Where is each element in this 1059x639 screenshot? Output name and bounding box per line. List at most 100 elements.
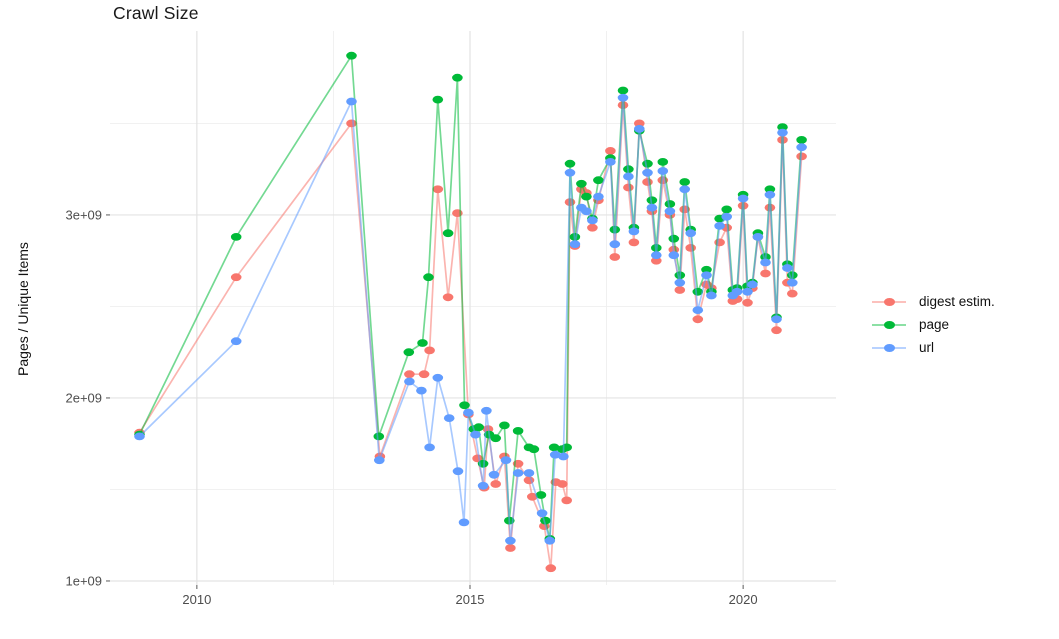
- data-point-url: [230, 337, 242, 346]
- data-point-page: [230, 233, 242, 241]
- data-point-url: [463, 408, 474, 417]
- data-point-url: [777, 128, 788, 137]
- data-point-url: [536, 509, 548, 518]
- data-point-url: [593, 192, 604, 201]
- data-point-page: [679, 178, 690, 186]
- data-point-url: [443, 414, 455, 422]
- data-point-page: [564, 159, 576, 168]
- data-point-page: [764, 185, 776, 194]
- data-point-url: [692, 306, 704, 314]
- data-point-digest-estim-: [760, 269, 771, 278]
- data-point-page: [642, 159, 653, 168]
- data-point-url: [701, 271, 712, 280]
- y-tick-label: 3e+09: [65, 207, 102, 222]
- data-point-page: [403, 348, 415, 357]
- data-point-page: [796, 136, 807, 144]
- data-point-page: [442, 229, 454, 238]
- legend-item: page: [872, 313, 995, 336]
- data-point-digest-estim-: [490, 480, 502, 488]
- data-point-url: [432, 373, 444, 382]
- data-point-digest-estim-: [742, 298, 753, 307]
- data-point-url: [134, 432, 145, 441]
- data-point-page: [548, 443, 560, 452]
- data-point-digest-estim-: [634, 119, 645, 128]
- data-point-url: [505, 536, 516, 545]
- data-series: [134, 51, 807, 573]
- data-point-url: [452, 467, 464, 476]
- data-point-url: [668, 251, 680, 260]
- data-point-url: [679, 185, 690, 194]
- x-tick-label: 2010: [182, 592, 211, 607]
- x-tick-label: 2015: [456, 592, 485, 607]
- data-point-url: [760, 258, 771, 267]
- data-point-url: [787, 278, 798, 287]
- data-point-digest-estim-: [432, 185, 444, 194]
- data-point-url: [346, 97, 357, 106]
- data-point-page: [646, 196, 658, 205]
- data-point-url: [628, 227, 640, 236]
- data-point-digest-estim-: [561, 496, 572, 505]
- data-point-url: [609, 240, 621, 249]
- data-point-url: [685, 229, 696, 238]
- data-point-page: [473, 423, 485, 432]
- data-point-digest-estim-: [505, 544, 516, 552]
- data-point-url: [731, 287, 743, 296]
- data-point-digest-estim-: [609, 253, 621, 261]
- data-point-url: [742, 287, 753, 296]
- data-point-digest-estim-: [404, 370, 415, 379]
- x-tick-label: 2020: [729, 592, 758, 607]
- gridlines-major: [110, 31, 836, 585]
- legend-label: digest estim.: [919, 294, 995, 309]
- legend-dot-icon: [884, 343, 895, 352]
- data-point-url: [796, 143, 807, 152]
- legend: digest estim. page url: [872, 290, 995, 359]
- data-point-digest-estim-: [230, 273, 242, 282]
- data-point-url: [404, 377, 415, 386]
- data-point-page: [432, 95, 444, 104]
- data-point-digest-estim-: [545, 564, 557, 573]
- data-point-url: [523, 469, 535, 477]
- legend-item: url: [872, 336, 995, 359]
- data-point-page: [373, 432, 385, 441]
- data-point-page: [528, 445, 540, 454]
- legend-key-icon: [872, 341, 906, 355]
- data-point-page: [668, 234, 680, 243]
- data-point-digest-estim-: [692, 315, 704, 324]
- data-point-digest-estim-: [787, 289, 798, 298]
- data-point-digest-estim-: [424, 346, 435, 355]
- chart-title: Crawl Size: [113, 3, 199, 23]
- data-point-page: [593, 176, 604, 185]
- data-point-url: [634, 124, 645, 133]
- axis-tick-labels: 2010 2015 2020 1e+09 2e+09 3e+09: [65, 207, 757, 607]
- data-point-url: [771, 315, 782, 324]
- data-point-digest-estim-: [527, 492, 538, 501]
- legend-dot-icon: [884, 297, 895, 306]
- data-point-url: [605, 158, 616, 166]
- data-point-digest-estim-: [605, 147, 616, 155]
- data-point-page: [617, 86, 629, 95]
- y-tick-label: 2e+09: [65, 390, 102, 405]
- data-point-page: [777, 123, 788, 131]
- data-point-url: [416, 386, 427, 395]
- data-point-digest-estim-: [651, 256, 662, 265]
- data-point-url: [587, 216, 598, 225]
- data-point-url: [674, 278, 686, 287]
- data-point-url: [642, 168, 653, 177]
- data-point-url: [564, 168, 576, 177]
- legend-item: digest estim.: [872, 290, 995, 313]
- legend-label: page: [919, 317, 950, 332]
- legend-key-icon: [872, 295, 906, 309]
- data-point-url: [458, 518, 470, 527]
- data-point-url: [782, 264, 793, 272]
- data-point-page: [452, 73, 463, 82]
- data-point-url: [569, 240, 581, 249]
- data-point-url: [558, 452, 569, 461]
- legend-label: url: [919, 340, 935, 355]
- data-point-page: [459, 401, 470, 410]
- data-point-page: [499, 421, 510, 430]
- data-point-page: [657, 158, 669, 166]
- data-point-url: [424, 443, 435, 452]
- data-point-page: [664, 200, 676, 208]
- data-point-url: [664, 207, 676, 216]
